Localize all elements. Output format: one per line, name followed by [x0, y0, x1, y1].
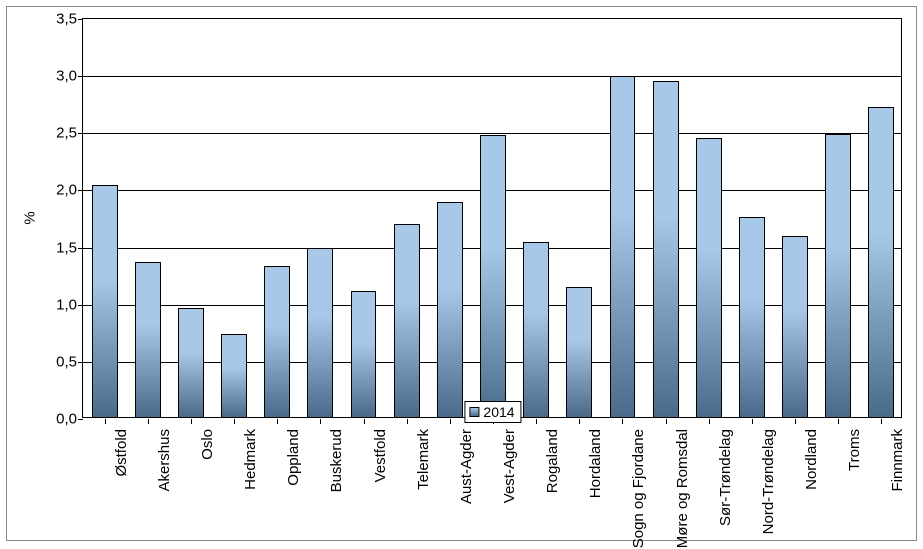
- y-tick-mark: [78, 76, 83, 77]
- bar: [221, 334, 247, 417]
- bar: [739, 217, 765, 417]
- x-tick-mark: [579, 419, 580, 424]
- bar: [307, 248, 333, 417]
- x-tick-label: Hedmark: [242, 429, 259, 549]
- x-tick-label: Nordland: [803, 429, 820, 549]
- x-tick-label: Finnmark: [889, 429, 906, 549]
- x-tick-label: Telemark: [415, 429, 432, 549]
- bar: [868, 107, 894, 417]
- x-tick-mark: [536, 419, 537, 424]
- x-tick-mark: [277, 419, 278, 424]
- x-tick-mark: [838, 419, 839, 424]
- bar: [351, 291, 377, 417]
- bar: [135, 262, 161, 417]
- x-tick-mark: [709, 419, 710, 424]
- x-tick-mark: [450, 419, 451, 424]
- bar: [394, 224, 420, 417]
- x-tick-mark: [320, 419, 321, 424]
- x-tick-label: Oppland: [285, 429, 302, 549]
- x-tick-label: Møre og Romsdal: [674, 429, 691, 549]
- legend-swatch: [469, 407, 479, 417]
- bar: [523, 242, 549, 417]
- x-tick-label: Hordaland: [587, 429, 604, 549]
- y-tick-mark: [78, 362, 83, 363]
- bar: [653, 81, 679, 417]
- bar: [825, 134, 851, 417]
- bar: [696, 138, 722, 417]
- legend-label: 2014: [483, 404, 514, 420]
- y-tick-mark: [78, 419, 83, 420]
- y-tick-mark: [78, 248, 83, 249]
- x-tick-label: Troms: [846, 429, 863, 549]
- bar: [782, 236, 808, 417]
- x-tick-label: Buskerud: [328, 429, 345, 549]
- x-tick-label: Vestfold: [372, 429, 389, 549]
- x-tick-label: Aust-Agder: [458, 429, 475, 549]
- y-axis-label: %: [22, 211, 39, 224]
- x-tick-label: Oslo: [199, 429, 216, 549]
- x-tick-label: Nord-Trøndelag: [760, 429, 777, 549]
- legend: 2014: [464, 401, 521, 423]
- bar: [610, 76, 636, 417]
- gridline: [83, 76, 901, 77]
- x-tick-mark: [666, 419, 667, 424]
- bar: [480, 135, 506, 417]
- bar: [92, 185, 118, 417]
- x-tick-label: Rogaland: [544, 429, 561, 549]
- chart-container: 0,00,51,01,52,02,53,03,5ØstfoldAkershusO…: [6, 6, 917, 541]
- y-tick-mark: [78, 190, 83, 191]
- x-tick-mark: [881, 419, 882, 424]
- x-tick-label: Akershus: [156, 429, 173, 549]
- x-tick-label: Østfold: [113, 429, 130, 549]
- x-tick-mark: [191, 419, 192, 424]
- x-tick-mark: [622, 419, 623, 424]
- x-tick-mark: [148, 419, 149, 424]
- x-tick-mark: [364, 419, 365, 424]
- x-tick-mark: [234, 419, 235, 424]
- x-tick-mark: [795, 419, 796, 424]
- y-tick-mark: [78, 305, 83, 306]
- x-tick-label: Vest-Agder: [501, 429, 518, 549]
- bar: [566, 287, 592, 417]
- plot-area: 0,00,51,01,52,02,53,03,5ØstfoldAkershusO…: [82, 18, 902, 418]
- bar: [264, 266, 290, 417]
- bar: [178, 308, 204, 417]
- x-tick-label: Sør-Trøndelag: [717, 429, 734, 549]
- y-tick-mark: [78, 133, 83, 134]
- y-tick-mark: [78, 19, 83, 20]
- x-tick-mark: [105, 419, 106, 424]
- x-tick-mark: [752, 419, 753, 424]
- bar: [437, 202, 463, 417]
- x-tick-mark: [407, 419, 408, 424]
- x-tick-label: Sogn og Fjordane: [630, 429, 647, 549]
